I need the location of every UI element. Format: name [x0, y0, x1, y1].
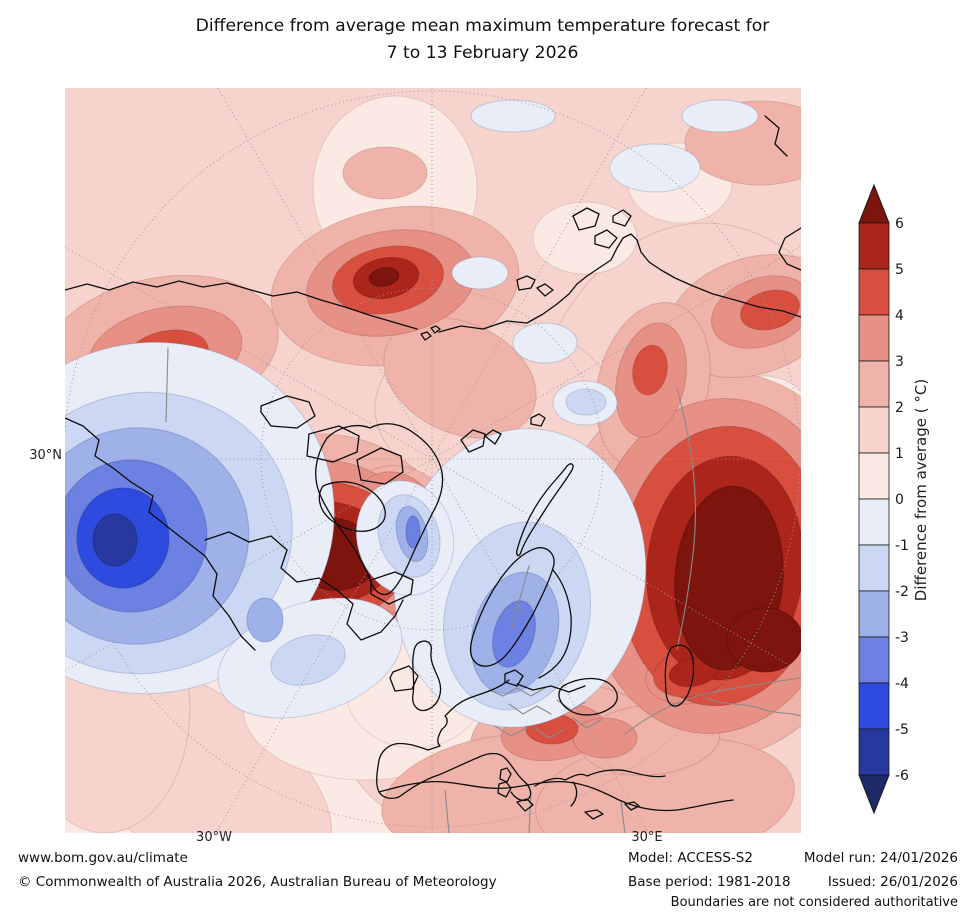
colorbar-svg: 6 5 4 3 2 1 0 -1 -2 -3 -4 -5 -6 — [858, 183, 909, 815]
graticule — [65, 88, 801, 833]
colorbar-segment — [858, 406, 890, 454]
country-borders — [165, 347, 801, 833]
colorbar-tick: 5 — [895, 262, 904, 278]
colorbar-arrow-above-6 — [858, 183, 890, 224]
footer-model: Model: ACCESS-S2 — [628, 850, 753, 866]
colorbar-tick: -6 — [895, 768, 909, 784]
colorbar-segment — [858, 728, 890, 776]
page-title: Difference from average mean maximum tem… — [0, 13, 965, 67]
contour-level-minus6 — [92, 513, 138, 567]
polar-anomaly-map-svg — [65, 88, 801, 833]
title-line-1: Difference from average mean maximum tem… — [195, 16, 770, 36]
footer-boundaries-note: Boundaries are not considered authoritat… — [670, 895, 958, 910]
colorbar-segment — [858, 222, 890, 270]
colorbar-segment — [858, 314, 890, 362]
coastlines — [65, 115, 801, 820]
footer-model-run: Model run: 24/01/2026 — [803, 850, 958, 866]
colorbar-tick: 2 — [895, 400, 904, 416]
longitude-label-30w: 30°W — [196, 830, 232, 845]
colorbar-tick: -1 — [895, 538, 909, 554]
footer-copyright: © Commonwealth of Australia 2026, Austra… — [18, 874, 497, 890]
colorbar-segment — [858, 544, 890, 592]
colorbar-segment — [858, 636, 890, 684]
colorbar-segment — [858, 590, 890, 638]
colorbar-tick: 1 — [895, 446, 904, 462]
colorbar-tick: 6 — [895, 216, 904, 232]
colorbar-tick: -3 — [895, 630, 909, 646]
colorbar-segment — [858, 682, 890, 730]
forecast-map — [65, 88, 801, 833]
colorbar-segment — [858, 498, 890, 546]
colorbar-tick: 3 — [895, 354, 904, 370]
footer-issued: Issued: 26/01/2026 — [827, 874, 958, 890]
colorbar-arrow-below-minus6 — [858, 774, 890, 815]
colorbar-tick: -5 — [895, 722, 909, 738]
colorbar-axis-label: Difference from average ( °C) — [912, 378, 930, 602]
colorbar: 6 5 4 3 2 1 0 -1 -2 -3 -4 -5 -6 — [855, 183, 965, 823]
colorbar-tick: 0 — [895, 492, 904, 508]
colorbar-segment — [858, 452, 890, 500]
footer-website: www.bom.gov.au/climate — [18, 850, 188, 866]
colorbar-tick: -2 — [895, 584, 909, 600]
footer-base-period: Base period: 1981-2018 — [628, 874, 791, 890]
colorbar-segment — [858, 268, 890, 316]
colorbar-tick: -4 — [895, 676, 909, 692]
colorbar-segment — [858, 360, 890, 408]
title-line-2: 7 to 13 February 2026 — [386, 43, 579, 63]
colorbar-tick: 4 — [895, 308, 904, 324]
longitude-label-30e: 30°E — [631, 830, 663, 845]
latitude-label-30n: 30°N — [29, 448, 62, 463]
